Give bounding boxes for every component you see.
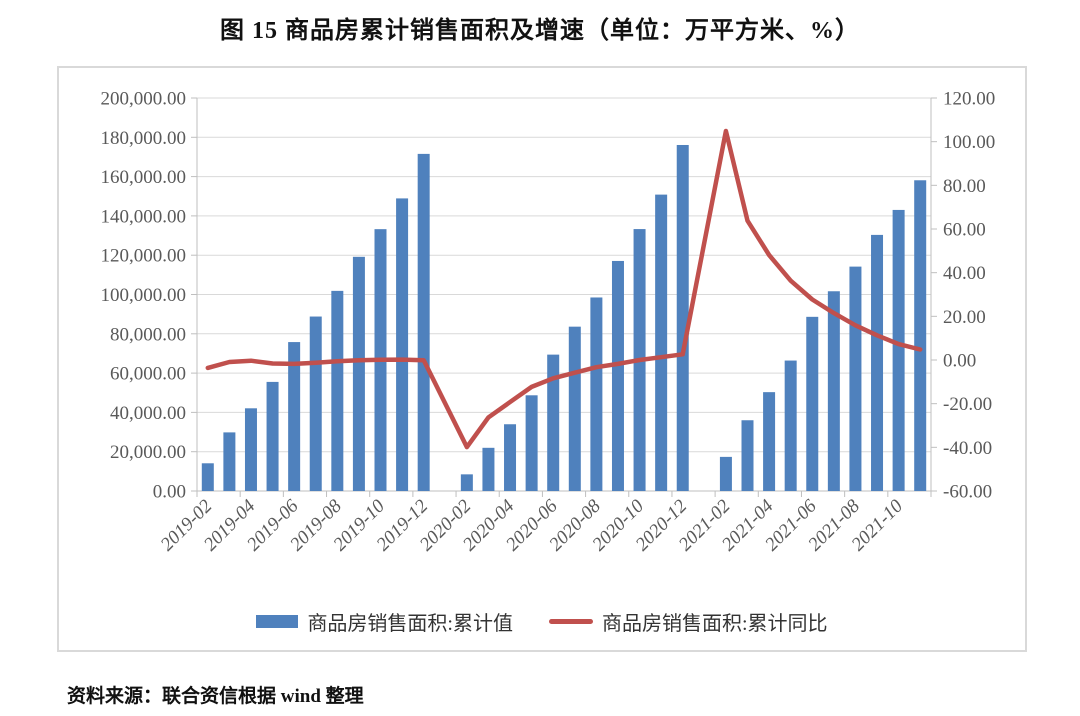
legend-item-line-series: 商品房销售面积:累计同比 <box>549 607 828 636</box>
bar-series-label: 商品房销售面积:累计值 <box>307 613 513 635</box>
svg-text:120,000.00: 120,000.00 <box>101 246 187 267</box>
svg-text:160,000.00: 160,000.00 <box>101 167 187 188</box>
legend-item-bar-series: 商品房销售面积:累计值 <box>256 607 513 636</box>
svg-text:60.00: 60.00 <box>943 220 986 241</box>
svg-text:80.00: 80.00 <box>943 176 986 197</box>
left-axis-tick-labels: 200,000.00 180,000.00 160,000.00 140,000.00… <box>101 89 187 503</box>
svg-text:0.00: 0.00 <box>153 482 186 503</box>
svg-text:140,000.00: 140,000.00 <box>101 206 187 227</box>
svg-text:40.00: 40.00 <box>943 263 986 284</box>
axis-lines-and-ticks <box>191 97 937 497</box>
bar-series <box>201 144 927 492</box>
data-source-note: 资料来源：联合资信根据 wind 整理 <box>67 686 364 707</box>
svg-text:-40.00: -40.00 <box>943 438 992 459</box>
chart-container: 200,000.00 180,000.00 160,000.00 140,000.00… <box>57 66 1027 652</box>
svg-text:0.00: 0.00 <box>943 351 976 372</box>
svg-text:200,000.00: 200,000.00 <box>101 89 187 110</box>
svg-text:-20.00: -20.00 <box>943 394 992 415</box>
line-series-swatch-icon <box>549 619 593 624</box>
line-series-label: 商品房销售面积:累计同比 <box>602 613 828 635</box>
svg-text:-60.00: -60.00 <box>943 482 992 503</box>
bar-series-swatch-icon <box>256 615 299 628</box>
svg-text:100,000.00: 100,000.00 <box>101 285 187 306</box>
svg-text:60,000.00: 60,000.00 <box>110 364 186 385</box>
svg-text:20.00: 20.00 <box>943 307 986 328</box>
svg-text:100.00: 100.00 <box>943 132 995 153</box>
svg-text:120.00: 120.00 <box>943 89 995 110</box>
svg-text:180,000.00: 180,000.00 <box>101 128 187 149</box>
chart-legend: 商品房销售面积:累计值 商品房销售面积:累计同比 <box>59 607 1025 636</box>
svg-text:20,000.00: 20,000.00 <box>110 442 186 463</box>
x-axis-tick-labels: 2019-022019-042019-062019-082019-102019-… <box>157 495 908 555</box>
svg-text:40,000.00: 40,000.00 <box>110 403 186 424</box>
svg-text:80,000.00: 80,000.00 <box>110 324 186 345</box>
figure-title: 图 15 商品房累计销售面积及增速（单位：万平方米、%） <box>220 18 860 44</box>
gridlines <box>197 97 931 492</box>
combo-chart: 200,000.00 180,000.00 160,000.00 140,000.00… <box>101 89 996 556</box>
right-axis-tick-labels: 120.00 100.00 80.00 60.00 40.00 20.00 0.00 -20.… <box>943 89 995 503</box>
line-series <box>205 128 923 450</box>
